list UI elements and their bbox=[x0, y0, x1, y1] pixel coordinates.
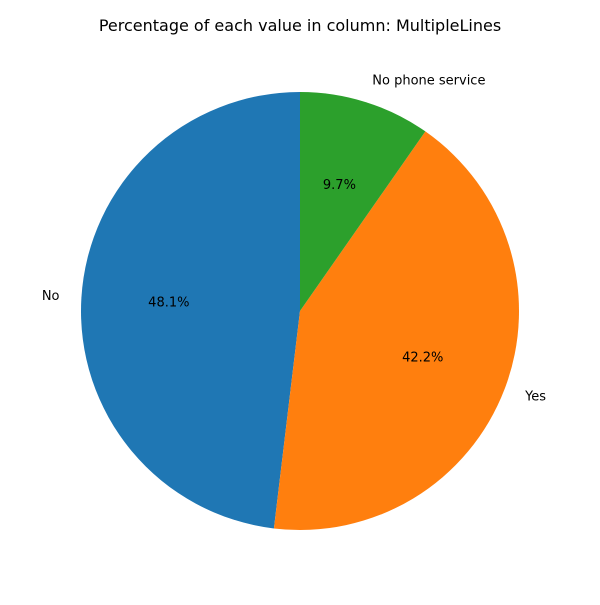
pie-slice-yes bbox=[273, 131, 519, 530]
pie-percent-no-phone-service: 9.7% bbox=[323, 178, 356, 193]
pie-label-no-phone-service: No phone service bbox=[372, 74, 485, 89]
pie-slices bbox=[80, 92, 519, 530]
pie-percent-yes: 42.2% bbox=[402, 350, 443, 365]
pie-slice-no bbox=[80, 92, 300, 529]
pie-label-yes: Yes bbox=[524, 389, 546, 404]
pie-label-no: No bbox=[42, 289, 60, 304]
pie-labels: No 48.1% Yes 42.2% No phone service 9.7% bbox=[42, 74, 546, 405]
chart-title: Percentage of each value in column: Mult… bbox=[99, 16, 501, 35]
pie-percent-no: 48.1% bbox=[148, 296, 189, 311]
pie-slice-no-phone-service bbox=[300, 92, 426, 311]
